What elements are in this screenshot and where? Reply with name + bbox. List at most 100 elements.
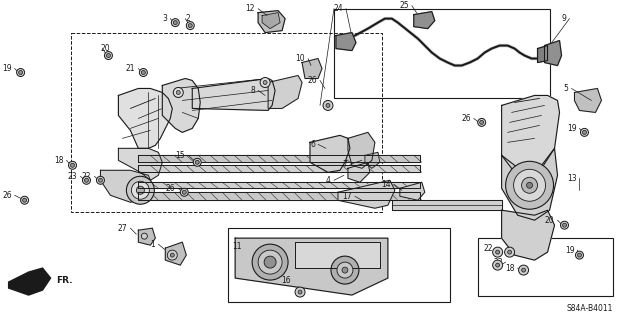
Circle shape (575, 251, 584, 259)
Polygon shape (268, 76, 302, 108)
Circle shape (263, 80, 267, 85)
Text: 11: 11 (233, 242, 242, 251)
Polygon shape (502, 210, 554, 260)
Circle shape (326, 103, 330, 108)
Circle shape (252, 244, 288, 280)
Polygon shape (502, 95, 559, 175)
Text: 21: 21 (126, 64, 136, 73)
Text: 19: 19 (565, 246, 575, 255)
Circle shape (495, 250, 500, 254)
Text: 18: 18 (505, 263, 515, 273)
Polygon shape (235, 238, 388, 295)
Polygon shape (138, 192, 420, 200)
Circle shape (173, 21, 177, 25)
Circle shape (186, 22, 195, 30)
Circle shape (477, 118, 486, 126)
Polygon shape (302, 58, 322, 78)
Circle shape (493, 260, 502, 270)
Polygon shape (348, 132, 375, 168)
Circle shape (518, 265, 529, 275)
Circle shape (195, 160, 199, 164)
Circle shape (180, 188, 188, 196)
Polygon shape (100, 170, 152, 202)
Text: 14: 14 (381, 180, 391, 189)
Circle shape (97, 176, 104, 184)
Polygon shape (165, 242, 186, 265)
Polygon shape (118, 148, 163, 180)
Circle shape (264, 256, 276, 268)
Polygon shape (138, 165, 420, 172)
Text: 13: 13 (567, 174, 577, 183)
Polygon shape (192, 78, 275, 110)
Circle shape (84, 178, 88, 182)
Bar (228, 228, 450, 302)
Text: 2: 2 (186, 14, 191, 23)
Circle shape (193, 158, 201, 166)
Circle shape (99, 178, 102, 182)
Polygon shape (502, 148, 557, 220)
Text: FR.: FR. (56, 276, 73, 285)
Text: 26: 26 (307, 76, 317, 85)
Circle shape (506, 161, 554, 209)
Circle shape (577, 253, 582, 257)
Circle shape (83, 176, 90, 184)
Bar (334, 9, 550, 99)
Circle shape (104, 52, 113, 60)
Circle shape (337, 262, 353, 278)
Polygon shape (400, 182, 425, 200)
Text: 25: 25 (399, 1, 409, 10)
Circle shape (176, 91, 180, 94)
Polygon shape (365, 152, 380, 168)
Text: S84A-B4011: S84A-B4011 (566, 303, 613, 313)
Text: 6: 6 (310, 140, 315, 149)
Circle shape (260, 78, 270, 87)
Circle shape (298, 290, 302, 294)
Text: 22: 22 (82, 172, 92, 181)
Circle shape (479, 120, 484, 124)
Polygon shape (163, 78, 200, 132)
Circle shape (173, 87, 183, 97)
Circle shape (561, 221, 568, 229)
Polygon shape (118, 88, 172, 148)
Text: 27: 27 (118, 224, 127, 233)
Circle shape (563, 223, 566, 227)
Text: 26: 26 (2, 191, 12, 200)
Circle shape (295, 287, 305, 297)
Text: 4: 4 (326, 176, 331, 185)
Text: 20: 20 (100, 44, 110, 53)
Circle shape (167, 250, 177, 260)
Polygon shape (262, 13, 280, 29)
Text: 7: 7 (342, 160, 347, 169)
Polygon shape (138, 155, 420, 162)
Text: 1: 1 (150, 240, 156, 249)
Circle shape (188, 24, 192, 28)
Text: 10: 10 (296, 54, 305, 63)
Circle shape (582, 130, 586, 134)
Circle shape (527, 182, 532, 188)
Text: 22: 22 (483, 244, 493, 253)
Circle shape (170, 253, 174, 257)
Text: 26: 26 (166, 184, 175, 193)
Text: 19: 19 (2, 64, 12, 73)
Circle shape (495, 263, 500, 267)
Circle shape (522, 177, 538, 193)
Circle shape (508, 250, 511, 254)
Text: 26: 26 (461, 114, 470, 123)
Polygon shape (310, 135, 350, 172)
Circle shape (331, 256, 359, 284)
Text: 17: 17 (342, 192, 352, 201)
Circle shape (20, 196, 29, 204)
Circle shape (126, 176, 154, 204)
Circle shape (323, 100, 333, 110)
Polygon shape (348, 162, 370, 182)
Circle shape (580, 128, 588, 137)
Text: 24: 24 (333, 4, 343, 13)
Circle shape (493, 247, 502, 257)
Polygon shape (138, 228, 156, 245)
Circle shape (141, 233, 147, 239)
Polygon shape (8, 268, 51, 295)
Circle shape (514, 169, 545, 201)
Circle shape (504, 247, 515, 257)
Circle shape (342, 267, 348, 273)
Polygon shape (338, 180, 395, 208)
